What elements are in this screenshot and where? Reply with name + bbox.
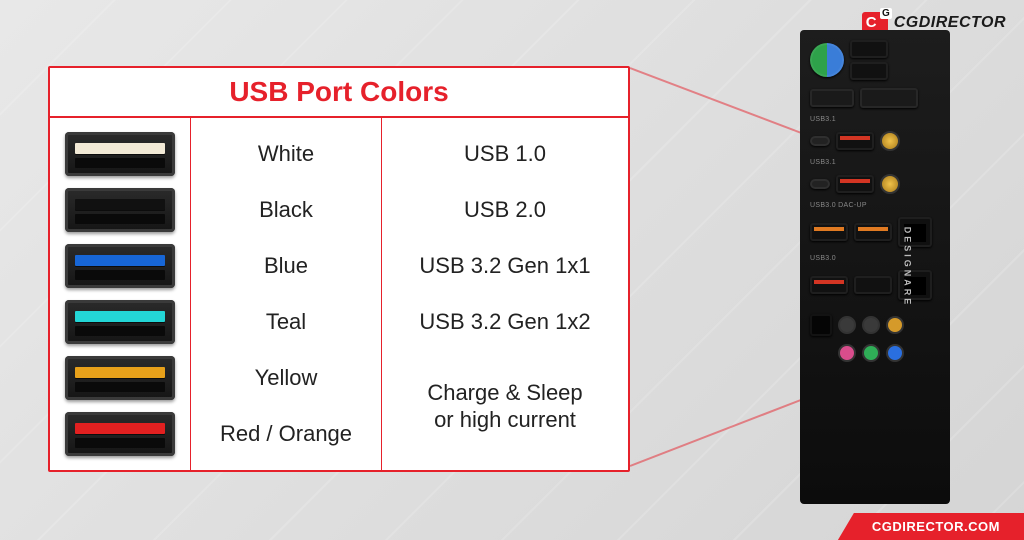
- audio-jack-icon: [838, 344, 856, 362]
- col-color-names: White Black Blue Teal Yellow Red / Orange: [191, 118, 381, 470]
- usb-c-icon: [810, 136, 830, 146]
- usb-c-icon: [810, 179, 830, 189]
- usb-color-table: USB Port Colors White Black Blue Teal Yellow…: [48, 66, 630, 472]
- usb-port-icon: [65, 132, 175, 176]
- col-port-icons: [50, 118, 190, 470]
- usb-port-icon: [65, 356, 175, 400]
- usb-version: USB 3.2 Gen 1x2: [419, 294, 590, 350]
- audio-jack-icon: [862, 316, 880, 334]
- color-name: Yellow: [255, 364, 318, 392]
- usb-port-icon: [65, 188, 175, 232]
- optical-out-icon: [810, 314, 832, 336]
- usb-version: USB 2.0: [464, 182, 546, 238]
- usb-a-black-icon: [850, 40, 888, 58]
- port-label: USB3.0 DAC-UP: [810, 202, 940, 209]
- usb-port-icon: [65, 412, 175, 456]
- color-name: Teal: [266, 308, 306, 336]
- color-name: Blue: [264, 252, 308, 280]
- ps2-port-icon: [810, 43, 844, 77]
- mobo-brand-text: DESIGNARE: [903, 227, 913, 308]
- usb-version: USB 3.2 Gen 1x1: [419, 238, 590, 294]
- antenna-icon: [880, 174, 900, 194]
- usb-a-red-icon: [810, 276, 848, 294]
- usb-a-red-icon: [836, 132, 874, 150]
- audio-jack-icon: [886, 316, 904, 334]
- usb-a-orange-icon: [810, 223, 848, 241]
- displayport-icon: [860, 88, 918, 108]
- audio-jack-icon: [862, 344, 880, 362]
- port-label: USB3.0: [810, 255, 940, 262]
- antenna-icon: [880, 131, 900, 151]
- audio-jack-icon: [838, 316, 856, 334]
- usb-version-merged: Charge & Sleep or high current: [427, 350, 582, 462]
- usb-port-icon: [65, 300, 175, 344]
- usb-port-icon: [65, 244, 175, 288]
- usb-version: USB 1.0: [464, 126, 546, 182]
- color-name: Black: [259, 196, 313, 224]
- usb-a-red-icon: [836, 175, 874, 193]
- color-name: Red / Orange: [220, 420, 352, 448]
- footer-url: CGDIRECTOR.COM: [838, 513, 1024, 540]
- table-title: USB Port Colors: [50, 68, 628, 118]
- usb-a-black-icon: [850, 62, 888, 80]
- hdmi-port-icon: [810, 89, 854, 107]
- port-label: USB3.1: [810, 159, 940, 166]
- table-body: White Black Blue Teal Yellow Red / Orange USB…: [50, 118, 628, 470]
- audio-jack-icon: [886, 344, 904, 362]
- usb-a-black-icon: [854, 276, 892, 294]
- port-label: USB3.1: [810, 116, 940, 123]
- color-name: White: [258, 140, 314, 168]
- usb-a-orange-icon: [854, 223, 892, 241]
- motherboard-io-panel: USB3.1 USB3.1 USB3.0 DAC-UP USB3.0 DESIG…: [800, 30, 950, 504]
- col-usb-versions: USB 1.0USB 2.0USB 3.2 Gen 1x1USB 3.2 Gen…: [382, 118, 628, 470]
